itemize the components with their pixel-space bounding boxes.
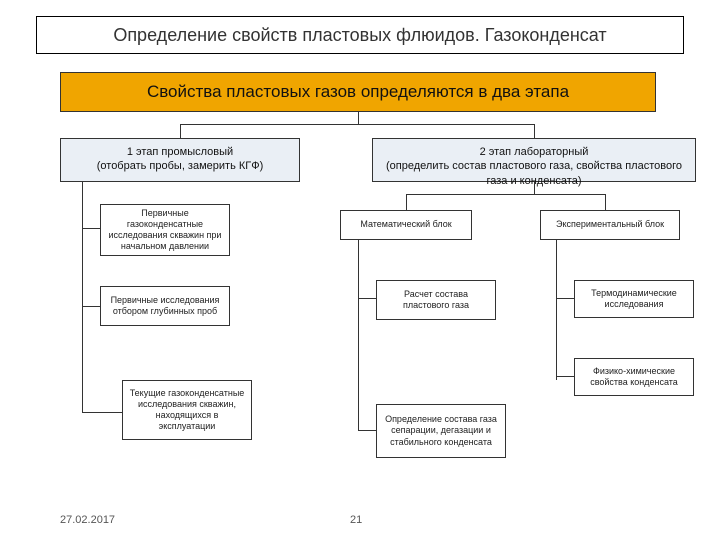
connector	[358, 298, 376, 299]
connector	[556, 376, 574, 377]
slide-title: Определение свойств пластовых флюидов. Г…	[36, 16, 684, 54]
s2-math-text: Математический блок	[360, 219, 451, 230]
s1-leaf-b: Первичные исследования отбором глубинных…	[100, 286, 230, 326]
connector	[406, 194, 407, 210]
connector	[82, 182, 83, 412]
connector	[556, 298, 574, 299]
s2-exp-block: Экспериментальный блок	[540, 210, 680, 240]
stage-1-box: 1 этап промысловый (отобрать пробы, заме…	[60, 138, 300, 182]
s2-phys: Физико-химические свойства конденсата	[574, 358, 694, 396]
connector	[358, 430, 376, 431]
connector	[82, 228, 100, 229]
s2-exp-text: Экспериментальный блок	[556, 219, 664, 230]
s1-leaf-c-text: Текущие газоконденсатные исследования ск…	[129, 388, 245, 433]
slide-title-text: Определение свойств пластовых флюидов. Г…	[113, 25, 606, 46]
s2-thermo: Термодинамические исследования	[574, 280, 694, 318]
stage-2-line1: 2 этап лабораторный	[381, 145, 687, 159]
s2-thermo-text: Термодинамические исследования	[581, 288, 687, 311]
footer-page: 21	[350, 514, 362, 526]
s2-calc: Расчет состава пластового газа	[376, 280, 496, 320]
connector	[82, 306, 100, 307]
stage-1-line2: (отобрать пробы, замерить КГФ)	[69, 159, 291, 173]
s1-leaf-a-text: Первичные газоконденсатные исследования …	[107, 208, 223, 253]
s2-calc-text: Расчет состава пластового газа	[383, 289, 489, 312]
connector	[556, 240, 557, 380]
s1-leaf-c: Текущие газоконденсатные исследования ск…	[122, 380, 252, 440]
connector	[180, 124, 181, 138]
stage-1-line1: 1 этап промысловый	[69, 145, 291, 159]
s2-sep: Определение состава газа сепарации, дега…	[376, 404, 506, 458]
connector	[406, 194, 606, 195]
footer-date: 27.02.2017	[60, 514, 115, 526]
s1-leaf-b-text: Первичные исследования отбором глубинных…	[107, 295, 223, 318]
connector	[358, 112, 359, 124]
s2-phys-text: Физико-химические свойства конденсата	[581, 366, 687, 389]
connector	[534, 182, 535, 194]
connector	[534, 124, 535, 138]
main-statement-text: Свойства пластовых газов определяются в …	[147, 82, 569, 102]
connector	[180, 124, 535, 125]
connector	[358, 240, 359, 430]
s1-leaf-a: Первичные газоконденсатные исследования …	[100, 204, 230, 256]
s2-sep-text: Определение состава газа сепарации, дега…	[383, 414, 499, 448]
main-statement: Свойства пластовых газов определяются в …	[60, 72, 656, 112]
stage-2-box: 2 этап лабораторный (определить состав п…	[372, 138, 696, 182]
connector	[82, 412, 122, 413]
connector	[605, 194, 606, 210]
s2-math-block: Математический блок	[340, 210, 472, 240]
